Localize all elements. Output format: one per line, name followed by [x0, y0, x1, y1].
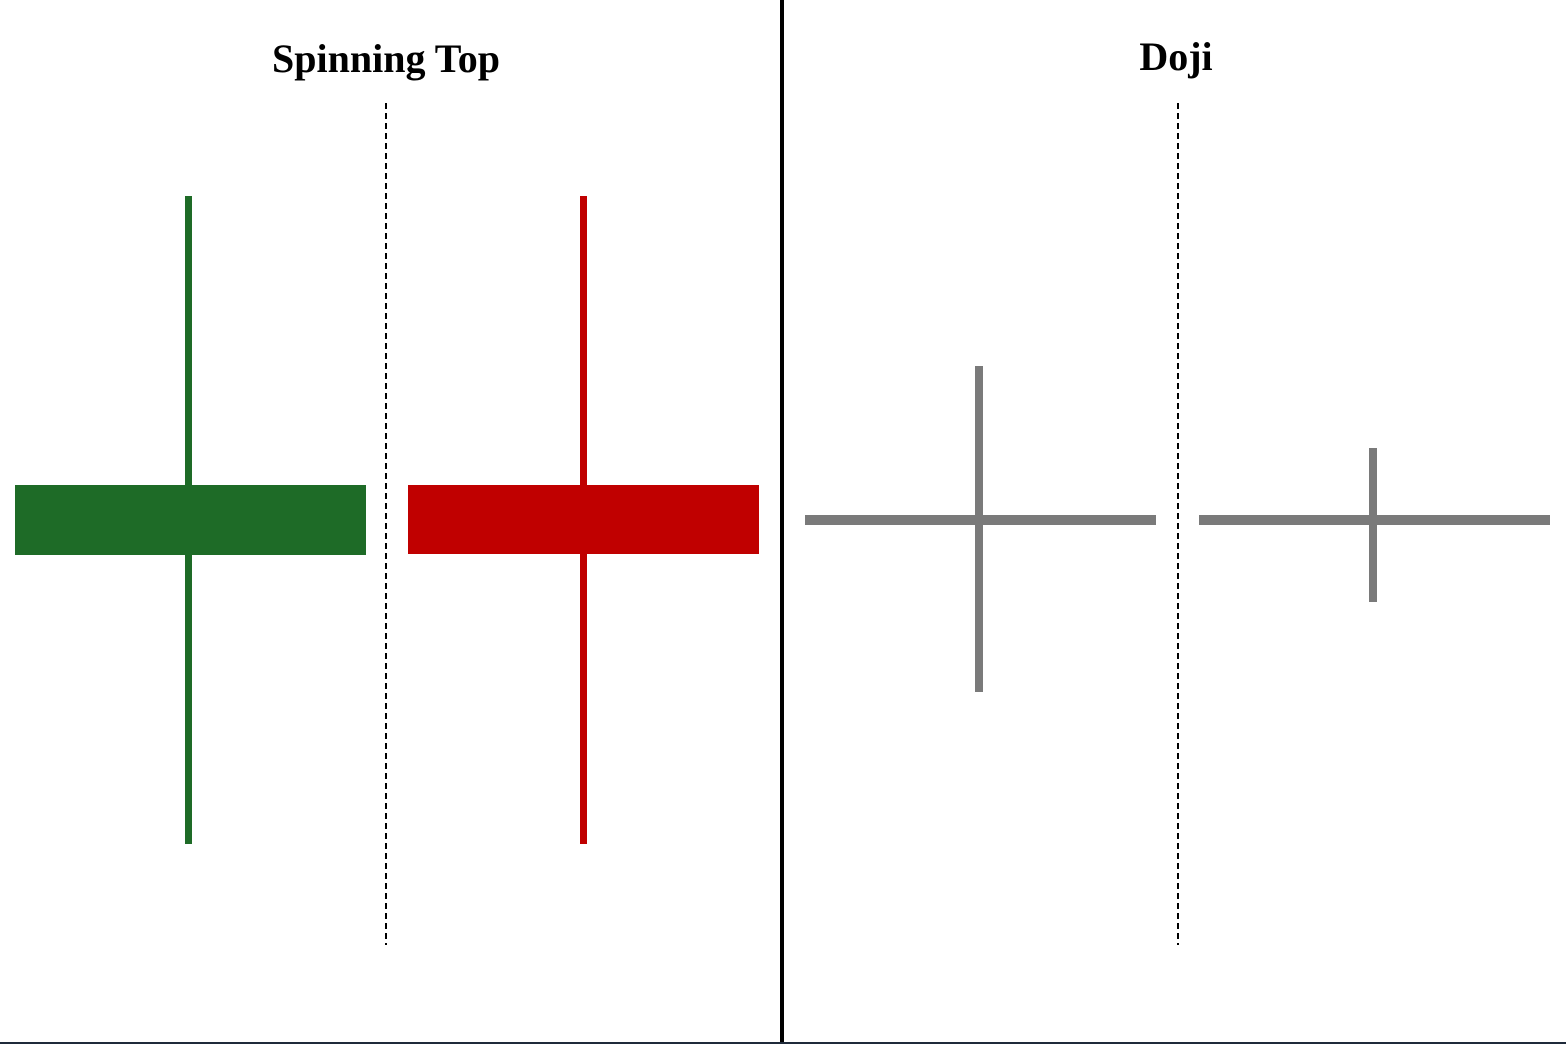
- panel-title: Doji: [1139, 34, 1212, 79]
- wick: [975, 366, 983, 692]
- wick: [1369, 448, 1377, 602]
- body: [15, 485, 366, 555]
- body: [408, 485, 759, 554]
- red-candle: [408, 196, 759, 844]
- doji-candle: [1199, 448, 1550, 602]
- panel-title: Spinning Top: [272, 36, 500, 81]
- green-candle: [15, 196, 366, 844]
- doji-candle: [805, 366, 1156, 692]
